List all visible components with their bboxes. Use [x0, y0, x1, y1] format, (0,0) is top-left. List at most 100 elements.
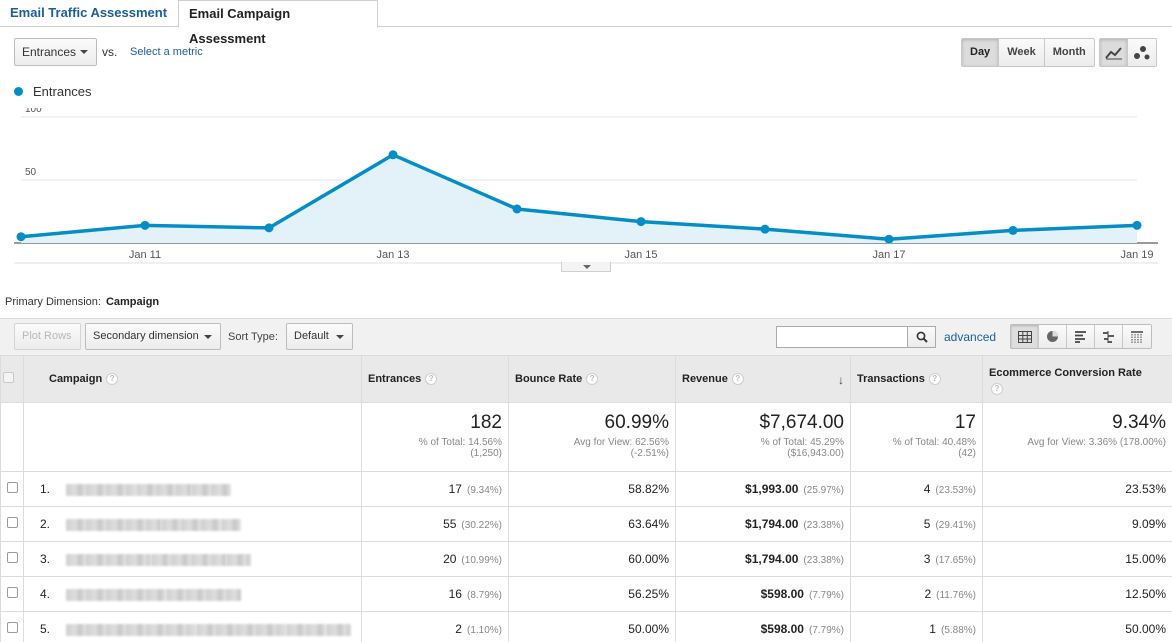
campaign-cell[interactable]: 2. — [23, 506, 362, 542]
x-tick-label: Jan 19 — [1120, 249, 1153, 261]
select-all-cell — [0, 355, 24, 403]
entrances-cell: 17 (9.34%) — [361, 471, 509, 507]
redacted-campaign-name — [191, 483, 231, 496]
campaign-data-table: Campaign? Entrances? Bounce Rate? Revenu… — [0, 355, 1172, 642]
y-tick-label: 100 — [25, 108, 42, 115]
day-button[interactable]: Day — [962, 39, 1000, 66]
row-checkbox[interactable] — [7, 552, 18, 563]
redacted-campaign-name — [66, 553, 151, 566]
data-table-view-button[interactable] — [1011, 325, 1039, 348]
pie-chart-icon — [1047, 331, 1058, 342]
totals-blank — [0, 402, 24, 472]
bounce-rate-cell: 58.82% — [508, 471, 676, 507]
data-point — [264, 223, 274, 233]
bubble-chart-icon — [1134, 45, 1150, 59]
revenue-cell: $598.00 (7.79%) — [675, 576, 851, 612]
search-icon — [916, 331, 928, 343]
comparison-icon — [1103, 330, 1114, 343]
header-conversion-rate[interactable]: Ecommerce Conversion Rate? — [982, 355, 1172, 403]
redacted-campaign-name — [66, 588, 166, 601]
legend-dot-icon — [14, 87, 23, 96]
redacted-campaign-name — [196, 623, 286, 636]
total-value: 60.99% — [604, 412, 669, 433]
plot-rows-button[interactable]: Plot Rows — [14, 323, 81, 350]
comparison-view-button[interactable] — [1095, 325, 1123, 348]
data-point — [140, 220, 150, 230]
header-entrances[interactable]: Entrances? — [361, 355, 509, 403]
total-value: $7,674.00 — [759, 412, 844, 433]
week-button[interactable]: Week — [999, 39, 1045, 66]
search-button[interactable] — [907, 326, 936, 348]
row-checkbox-cell — [0, 506, 24, 542]
total-revenue: $7,674.00 % of Total: 45.29% ($16,943.00… — [675, 402, 851, 472]
help-icon[interactable]: ? — [586, 373, 599, 386]
primary-dimension-label: Primary Dimension: — [5, 296, 101, 308]
pie-view-button[interactable] — [1039, 325, 1067, 348]
header-campaign[interactable]: Campaign? — [23, 355, 362, 403]
select-all-checkbox[interactable] — [3, 372, 14, 383]
header-transactions[interactable]: Transactions? — [850, 355, 983, 403]
conversion-rate-value: 15.00% — [1125, 552, 1166, 566]
redacted-campaign-name — [136, 483, 191, 496]
tab-email-campaign-assessment[interactable]: Email Campaign Assessment — [178, 0, 378, 46]
line-chart-button[interactable] — [1100, 39, 1129, 66]
row-checkbox[interactable] — [7, 517, 18, 528]
transactions-value: 2 — [924, 587, 932, 601]
bounce-rate-cell: 50.00% — [508, 611, 676, 642]
bounce-rate-cell: 63.64% — [508, 506, 676, 542]
table-search-input[interactable] — [776, 326, 908, 348]
transactions-cell: 2 (11.76%) — [850, 576, 983, 612]
secondary-dimension-select[interactable]: Secondary dimension — [85, 323, 221, 350]
help-icon[interactable]: ? — [928, 373, 941, 386]
campaign-cell[interactable]: 3. — [23, 541, 362, 577]
motion-chart-button[interactable] — [1128, 39, 1156, 66]
help-icon[interactable]: ? — [425, 373, 438, 386]
performance-view-button[interactable] — [1067, 325, 1095, 348]
help-icon[interactable]: ? — [991, 383, 1003, 396]
totals-row: 182 % of Total: 14.56% (1,250) 60.99% Av… — [0, 402, 1172, 472]
campaign-cell[interactable]: 1. — [23, 471, 362, 507]
revenue-cell: $1,794.00 (23.38%) — [675, 541, 851, 577]
header-bounce-rate[interactable]: Bounce Rate? — [508, 355, 676, 403]
help-icon[interactable]: ? — [106, 373, 119, 386]
entrances-cell: 20 (10.99%) — [361, 541, 509, 577]
month-button[interactable]: Month — [1044, 39, 1094, 66]
redacted-campaign-name — [66, 623, 196, 636]
bounce-rate-cell: 56.25% — [508, 576, 676, 612]
row-checkbox[interactable] — [7, 482, 18, 493]
campaign-cell[interactable]: 5. — [23, 611, 362, 642]
row-number: 1. — [40, 482, 51, 496]
row-checkbox[interactable] — [7, 587, 18, 598]
chevron-down-icon — [80, 50, 88, 54]
chart-legend: Entrances — [14, 84, 92, 99]
advanced-filter-link[interactable]: advanced — [944, 330, 997, 344]
header-conversion-label: Ecommerce Conversion Rate — [989, 367, 1142, 379]
help-icon[interactable]: ? — [731, 373, 744, 386]
pivot-view-button[interactable] — [1123, 325, 1151, 348]
chart-collapse-handle[interactable] — [561, 262, 611, 272]
campaign-cell[interactable]: 4. — [23, 576, 362, 612]
transactions-value: 5 — [923, 517, 931, 531]
tab-email-traffic-assessment[interactable]: Email Traffic Assessment — [10, 5, 168, 20]
row-checkbox[interactable] — [7, 622, 18, 633]
total-subtext: (1,250) — [470, 448, 502, 459]
bounce-rate-value: 56.25% — [628, 587, 669, 601]
header-bounce-rate-label: Bounce Rate — [515, 372, 583, 385]
revenue-percent: (23.38%) — [803, 555, 844, 566]
line-chart-icon — [1104, 46, 1122, 59]
period-selector: Day Week Month — [961, 38, 1095, 67]
row-checkbox-cell — [0, 576, 24, 612]
conversion-rate-cell: 23.53% — [982, 471, 1172, 507]
sort-type-select[interactable]: Default — [286, 323, 353, 350]
transactions-cell: 4 (23.53%) — [850, 471, 983, 507]
primary-dimension: Primary Dimension: Campaign — [5, 296, 159, 308]
metric-select[interactable]: Entrances — [14, 38, 97, 66]
header-revenue[interactable]: Revenue? ↓ — [675, 355, 851, 403]
chart-type-selector — [1099, 38, 1157, 67]
conversion-rate-value: 9.09% — [1131, 517, 1166, 531]
primary-dimension-value[interactable]: Campaign — [105, 296, 160, 308]
transactions-percent: (23.53%) — [935, 485, 976, 496]
select-metric-link[interactable]: Select a metric — [130, 46, 203, 58]
row-number: 2. — [40, 517, 51, 531]
entrances-percent: (9.34%) — [466, 485, 502, 496]
